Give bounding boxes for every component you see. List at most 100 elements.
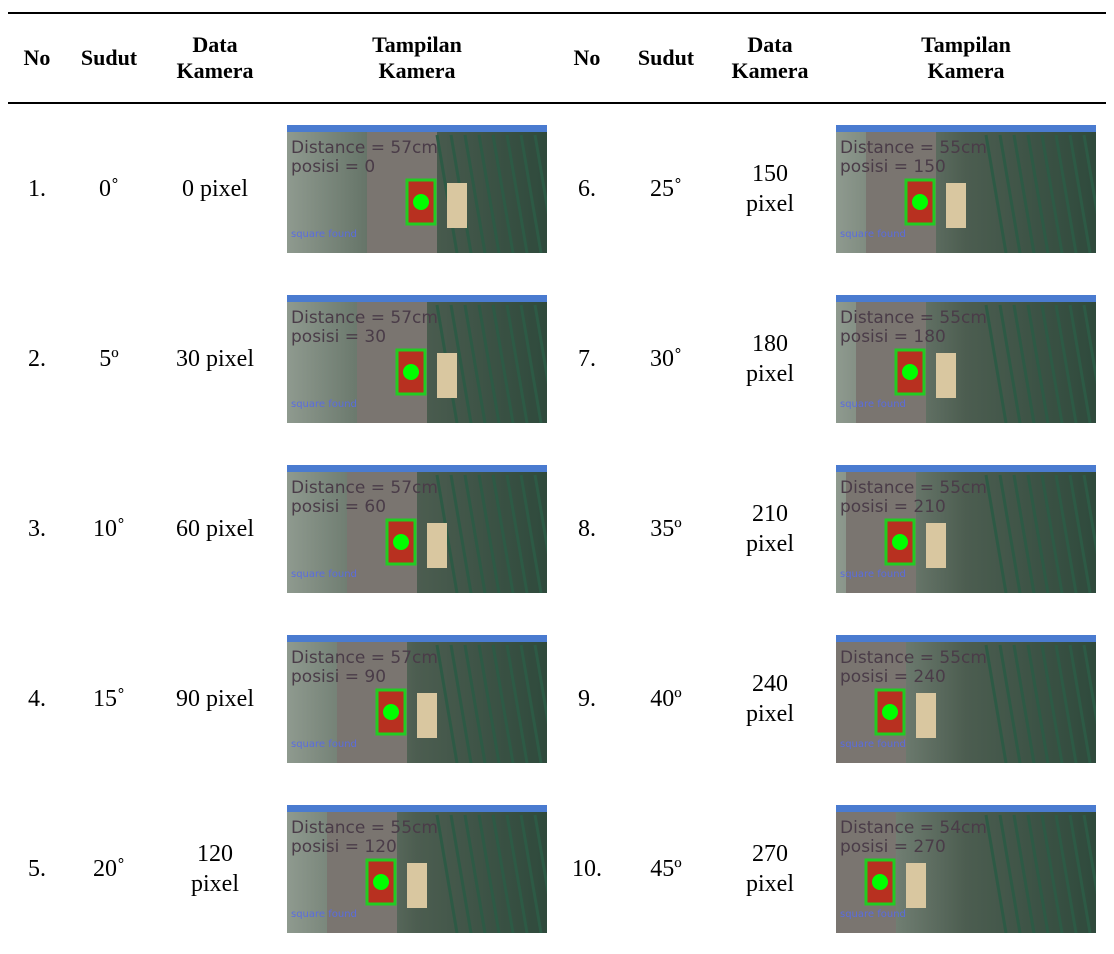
status-text: square found bbox=[291, 229, 357, 240]
cell-data: 0 pixel bbox=[152, 174, 278, 204]
cell-no: 8. bbox=[556, 516, 618, 543]
title-bar bbox=[836, 125, 1096, 132]
box bbox=[447, 183, 467, 228]
posisi-text: posisi = 60 bbox=[291, 497, 386, 517]
target-center bbox=[902, 364, 918, 380]
cell-data: 270 pixel bbox=[714, 839, 826, 899]
posisi-text: posisi = 240 bbox=[840, 667, 946, 687]
table-row: 4.15˚90 pixelDistance = 57cmposisi = 90s… bbox=[8, 614, 1106, 784]
target-center bbox=[373, 874, 389, 890]
cell-data: 90 pixel bbox=[152, 684, 278, 714]
cell-sudut: 35º bbox=[618, 516, 714, 543]
target-center bbox=[393, 534, 409, 550]
data-text: 270 pixel bbox=[730, 839, 810, 899]
data-text: 0 pixel bbox=[175, 174, 255, 204]
cell-no: 1. bbox=[8, 176, 66, 203]
cell-no: 6. bbox=[556, 176, 618, 203]
title-bar bbox=[836, 465, 1096, 472]
data-text: 120 pixel bbox=[175, 839, 255, 899]
data-text: 30 pixel bbox=[175, 344, 255, 374]
status-text: square found bbox=[291, 569, 357, 580]
distance-text: Distance = 55cm bbox=[840, 138, 987, 158]
status-text: square found bbox=[291, 909, 357, 920]
status-text: square found bbox=[291, 739, 357, 750]
cell-sudut: 0˚ bbox=[66, 176, 152, 203]
data-text: 90 pixel bbox=[175, 684, 255, 714]
target-center bbox=[383, 704, 399, 720]
camera-view: Distance = 57cmposisi = 30 square found bbox=[287, 295, 547, 423]
distance-text: Distance = 57cm bbox=[291, 478, 438, 498]
box bbox=[946, 183, 966, 228]
title-bar bbox=[287, 125, 547, 132]
posisi-text: posisi = 120 bbox=[291, 837, 397, 857]
distance-text: Distance = 54cm bbox=[840, 818, 987, 838]
cell-data: 60 pixel bbox=[152, 514, 278, 544]
table-header: No Sudut Data Kamera Tampilan Kamera No … bbox=[8, 12, 1106, 104]
cell-sudut: 25˚ bbox=[618, 176, 714, 203]
cell-sudut: 45º bbox=[618, 856, 714, 883]
camera-view: Distance = 55cmposisi = 240 square found bbox=[836, 635, 1096, 763]
cell-no: 5. bbox=[8, 856, 66, 883]
title-bar bbox=[836, 805, 1096, 812]
posisi-text: posisi = 30 bbox=[291, 327, 386, 347]
data-text: 210 pixel bbox=[730, 499, 810, 559]
cell-data: 210 pixel bbox=[714, 499, 826, 559]
posisi-text: posisi = 180 bbox=[840, 327, 946, 347]
col-header: Data Kamera bbox=[725, 32, 815, 84]
col-header: Data Kamera bbox=[170, 32, 260, 84]
box bbox=[926, 523, 946, 568]
cell-sudut: 30˚ bbox=[618, 346, 714, 373]
status-text: square found bbox=[840, 399, 906, 410]
target-center bbox=[403, 364, 419, 380]
status-text: square found bbox=[840, 739, 906, 750]
data-text: 240 pixel bbox=[730, 669, 810, 729]
cell-camera: Distance = 54cmposisi = 270 square found bbox=[826, 805, 1106, 933]
data-text: 180 pixel bbox=[730, 329, 810, 389]
col-header: Tampilan Kamera bbox=[362, 32, 472, 84]
col-header: Sudut bbox=[66, 45, 152, 71]
table-row: 3.10˚60 pixelDistance = 57cmposisi = 60s… bbox=[8, 444, 1106, 614]
col-header: Sudut bbox=[618, 45, 714, 71]
status-text: square found bbox=[291, 399, 357, 410]
box bbox=[906, 863, 926, 908]
target-center bbox=[413, 194, 429, 210]
title-bar bbox=[287, 465, 547, 472]
cell-no: 2. bbox=[8, 346, 66, 373]
distance-text: Distance = 55cm bbox=[291, 818, 438, 838]
cell-sudut: 10˚ bbox=[66, 516, 152, 543]
target-center bbox=[912, 194, 928, 210]
distance-text: Distance = 55cm bbox=[840, 648, 987, 668]
cell-sudut: 5º bbox=[66, 346, 152, 373]
data-text: 60 pixel bbox=[175, 514, 255, 544]
posisi-text: posisi = 270 bbox=[840, 837, 946, 857]
camera-view: Distance = 55cmposisi = 210square found bbox=[836, 465, 1096, 593]
posisi-text: posisi = 0 bbox=[291, 157, 375, 177]
status-text: square found bbox=[840, 229, 906, 240]
cell-data: 180 pixel bbox=[714, 329, 826, 389]
status-text: square found bbox=[840, 569, 906, 580]
box bbox=[417, 693, 437, 738]
title-bar bbox=[836, 635, 1096, 642]
table: No Sudut Data Kamera Tampilan Kamera No … bbox=[8, 12, 1106, 954]
title-bar bbox=[836, 295, 1096, 302]
cell-no: 7. bbox=[556, 346, 618, 373]
distance-text: Distance = 55cm bbox=[840, 478, 987, 498]
cell-no: 9. bbox=[556, 686, 618, 713]
distance-text: Distance = 57cm bbox=[291, 308, 438, 328]
status-text: square found bbox=[840, 909, 906, 920]
target-center bbox=[872, 874, 888, 890]
cell-data: 120 pixel bbox=[152, 839, 278, 899]
cell-sudut: 40º bbox=[618, 686, 714, 713]
cell-data: 30 pixel bbox=[152, 344, 278, 374]
cell-camera: Distance = 55cmposisi = 210square found bbox=[826, 465, 1106, 593]
distance-text: Distance = 55cm bbox=[840, 308, 987, 328]
